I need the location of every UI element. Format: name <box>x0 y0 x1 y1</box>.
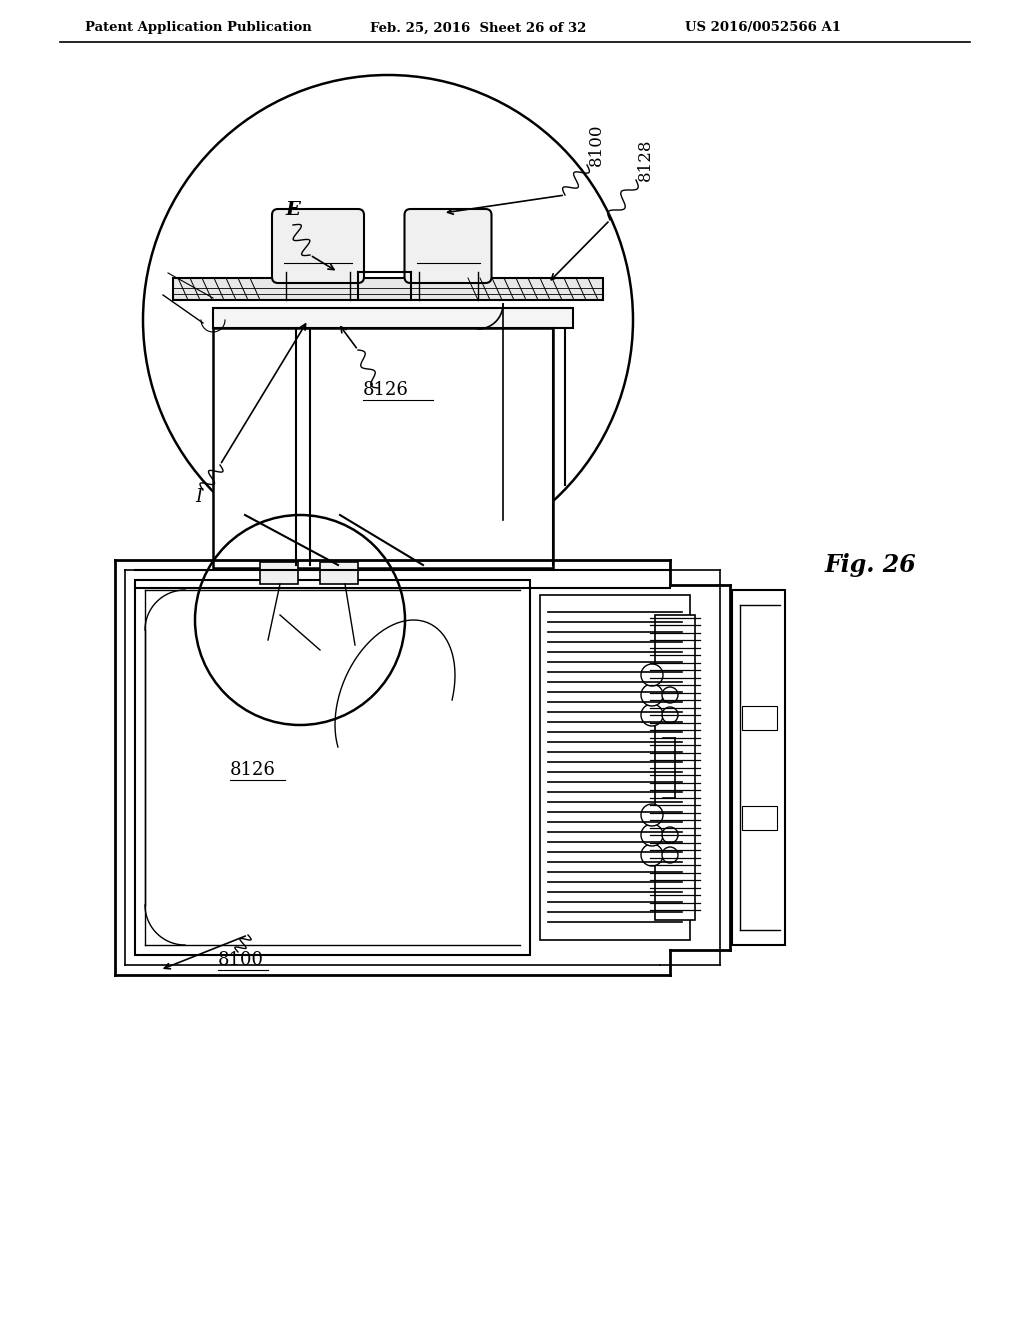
Circle shape <box>641 824 663 846</box>
Bar <box>213 308 573 327</box>
Bar <box>173 279 603 300</box>
Circle shape <box>662 708 678 723</box>
Bar <box>540 595 690 940</box>
Bar <box>135 579 530 954</box>
Bar <box>655 615 695 920</box>
Bar <box>732 590 785 945</box>
Bar <box>742 805 777 829</box>
Text: 8100: 8100 <box>588 124 604 166</box>
FancyBboxPatch shape <box>272 209 364 282</box>
Text: I: I <box>195 488 202 506</box>
Circle shape <box>641 704 663 726</box>
Bar <box>742 705 777 730</box>
Circle shape <box>662 686 678 704</box>
Bar <box>213 327 553 568</box>
Circle shape <box>641 804 663 826</box>
Circle shape <box>641 843 663 866</box>
Circle shape <box>641 664 663 686</box>
Text: Patent Application Publication: Patent Application Publication <box>85 21 311 34</box>
Text: E: E <box>285 201 300 219</box>
Text: Fig. 26: Fig. 26 <box>824 553 915 577</box>
FancyBboxPatch shape <box>404 209 492 282</box>
Text: 8126: 8126 <box>362 381 409 399</box>
Bar <box>319 562 358 583</box>
Text: 8126: 8126 <box>230 762 275 779</box>
Bar <box>260 562 298 583</box>
Circle shape <box>641 684 663 706</box>
Text: 8100: 8100 <box>218 950 264 969</box>
Circle shape <box>662 847 678 863</box>
Text: Feb. 25, 2016  Sheet 26 of 32: Feb. 25, 2016 Sheet 26 of 32 <box>370 21 587 34</box>
Circle shape <box>662 828 678 843</box>
Text: US 2016/0052566 A1: US 2016/0052566 A1 <box>685 21 841 34</box>
Text: 8128: 8128 <box>637 139 653 181</box>
